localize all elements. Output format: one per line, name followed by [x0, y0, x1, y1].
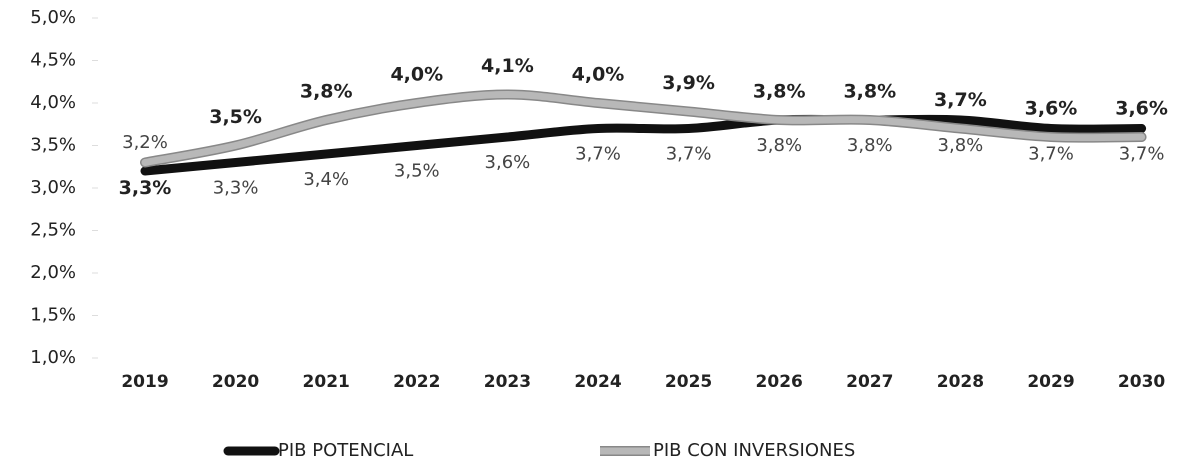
y-tick-label: 3,0%: [30, 177, 76, 198]
data-label: 3,6%: [1115, 98, 1168, 120]
x-tick-label: 2022: [393, 372, 440, 392]
data-label: 4,1%: [481, 55, 534, 77]
y-tick-label: 1,5%: [30, 305, 76, 326]
data-label: 3,7%: [1028, 144, 1074, 165]
data-label: 3,8%: [938, 135, 984, 156]
data-label: 3,5%: [209, 106, 262, 128]
x-tick-label: 2024: [574, 372, 621, 392]
x-tick-label: 2025: [665, 372, 712, 392]
data-label: 3,9%: [662, 72, 715, 94]
data-label: 3,7%: [1119, 144, 1165, 165]
x-tick-label: 2023: [484, 372, 531, 392]
data-label: 3,6%: [1025, 98, 1078, 120]
y-tick-label: 3,5%: [30, 135, 76, 156]
line: [140, 114, 1147, 176]
data-label: 3,8%: [756, 135, 802, 156]
y-tick-label: 2,0%: [30, 262, 76, 283]
y-tick-label: 4,5%: [30, 50, 76, 71]
data-label: 3,8%: [753, 81, 806, 103]
x-tick-label: 2019: [121, 372, 168, 392]
data-label: 4,0%: [572, 64, 625, 86]
x-tick-label: 2021: [303, 372, 350, 392]
data-label: 3,3%: [119, 177, 172, 199]
x-tick-label: 2030: [1118, 372, 1165, 392]
y-tick-label: 4,0%: [30, 92, 76, 113]
data-label: 3,2%: [122, 132, 168, 153]
y-tick-label: 5,0%: [30, 7, 76, 28]
y-tick-label: 1,0%: [30, 347, 76, 368]
x-tick-label: 2020: [212, 372, 259, 392]
x-tick-label: 2028: [937, 372, 984, 392]
x-tick-label: 2027: [846, 372, 893, 392]
data-label: 3,5%: [394, 161, 440, 182]
data-label: 4,0%: [390, 64, 443, 86]
data-label: 3,7%: [666, 144, 712, 165]
x-tick-label: 2029: [1027, 372, 1074, 392]
legend-label: PIB POTENCIAL: [278, 440, 413, 461]
data-label: 3,4%: [303, 169, 349, 190]
y-tick-label: 2,5%: [30, 220, 76, 241]
data-label: 3,8%: [300, 81, 353, 103]
line: [141, 90, 1146, 166]
legend-label: PIB CON INVERSIONES: [653, 440, 855, 461]
data-label: 3,3%: [213, 178, 259, 199]
data-label: 3,6%: [485, 152, 531, 173]
data-label: 3,7%: [575, 144, 621, 165]
x-tick-label: 2026: [756, 372, 803, 392]
data-label: 3,7%: [934, 89, 987, 111]
data-label: 3,8%: [843, 81, 896, 103]
data-label: 3,8%: [847, 135, 893, 156]
